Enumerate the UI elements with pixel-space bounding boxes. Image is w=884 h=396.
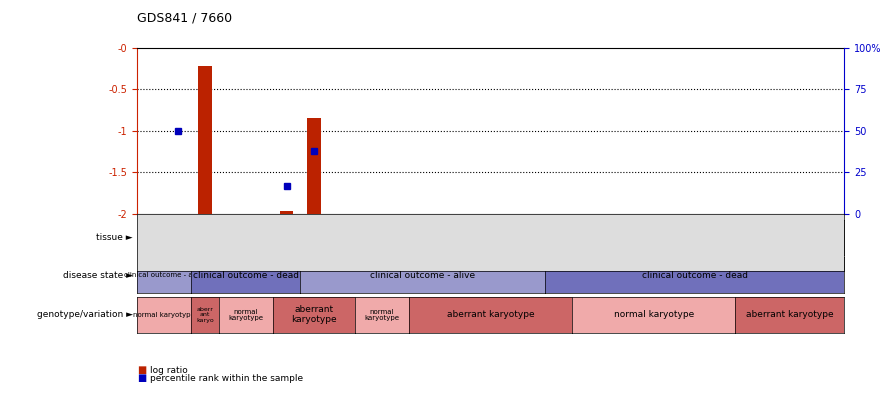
Text: aberrant karyotype: aberrant karyotype [746,310,834,319]
Text: normal
karyotype: normal karyotype [364,308,400,321]
Text: ■: ■ [137,373,146,383]
Text: percentile rank within the sample: percentile rank within the sample [150,374,303,383]
Text: aberrant karyotype: aberrant karyotype [446,310,535,319]
Text: aberrant
karyotype: aberrant karyotype [291,305,337,324]
Text: peripheral blood: peripheral blood [575,233,651,242]
Bar [280,211,293,214]
Text: ■: ■ [137,365,146,375]
Text: normal karyotype: normal karyotype [613,310,694,319]
Text: clinical outcome - dead: clinical outcome - dead [193,271,299,280]
Text: GDS841 / 7660: GDS841 / 7660 [137,12,232,25]
Bar [198,66,212,214]
Bar [307,118,321,214]
Text: normal karyotype: normal karyotype [133,312,195,318]
Text: disease state ►: disease state ► [63,271,133,280]
Text: clinical outcome - alive: clinical outcome - alive [124,272,205,278]
Text: aberr
ant
karyo: aberr ant karyo [196,307,214,323]
Text: genotype/variation ►: genotype/variation ► [36,310,133,319]
Text: clinical outcome - alive: clinical outcome - alive [370,271,476,280]
Text: log ratio: log ratio [150,366,188,375]
Text: clinical outcome - dead: clinical outcome - dead [642,271,748,280]
Text: bone marrow: bone marrow [230,233,289,242]
Text: tissue ►: tissue ► [96,233,133,242]
Text: normal
karyotype: normal karyotype [228,308,263,321]
